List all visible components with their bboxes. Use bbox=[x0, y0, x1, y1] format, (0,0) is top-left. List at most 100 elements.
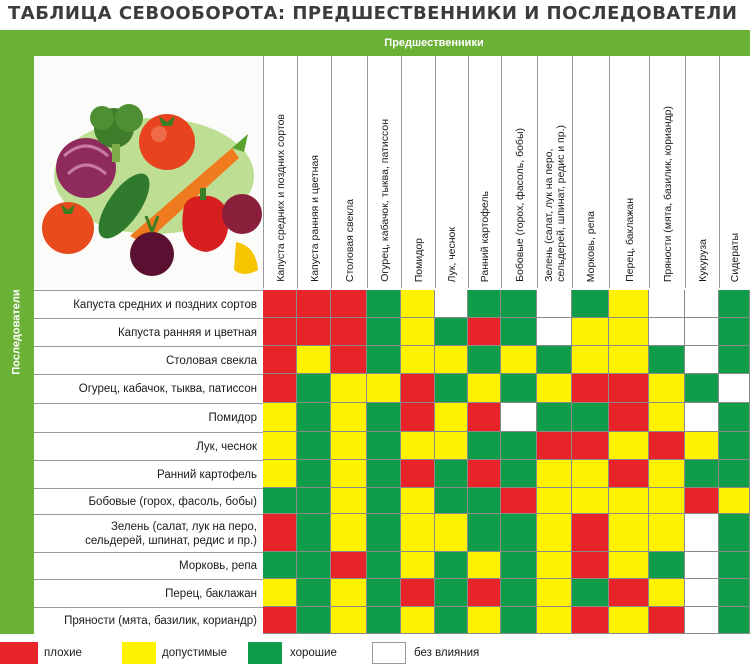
compatibility-cell bbox=[297, 460, 331, 488]
compatibility-cell bbox=[331, 432, 367, 460]
column-header-label: Кукуруза bbox=[696, 239, 709, 282]
compatibility-cell bbox=[297, 290, 331, 318]
compatibility-cell bbox=[572, 403, 609, 432]
compatibility-cell bbox=[263, 403, 297, 432]
compatibility-cell bbox=[331, 579, 367, 607]
compatibility-cell bbox=[572, 374, 609, 403]
column-header: Морковь, репа bbox=[572, 56, 609, 288]
compatibility-cell bbox=[263, 488, 297, 514]
compatibility-cell bbox=[401, 579, 435, 607]
compatibility-cell bbox=[685, 552, 719, 579]
column-header-label: Сидераты bbox=[729, 232, 741, 282]
legend-acceptable-label: допустимые bbox=[162, 647, 227, 659]
compatibility-cell bbox=[468, 374, 501, 403]
legend: плохие допустимые хорошие без влияния bbox=[0, 636, 750, 664]
row-header: Ранний картофель bbox=[34, 460, 263, 488]
compatibility-cell bbox=[501, 432, 537, 460]
column-header-label: Ранний картофель bbox=[479, 190, 491, 282]
compatibility-cell bbox=[685, 488, 719, 514]
compatibility-cell bbox=[572, 290, 609, 318]
compatibility-cell bbox=[297, 514, 331, 552]
compatibility-cell bbox=[263, 607, 297, 634]
compatibility-cell bbox=[609, 346, 649, 374]
compatibility-cell bbox=[263, 374, 297, 403]
page-title: ТАБЛИЦА СЕВООБОРОТА: ПРЕДШЕСТВЕННИКИ И П… bbox=[8, 3, 738, 24]
compatibility-cell bbox=[401, 514, 435, 552]
compatibility-cell bbox=[468, 488, 501, 514]
column-header: Перец, баклажан bbox=[609, 56, 649, 288]
compatibility-cell bbox=[468, 514, 501, 552]
compatibility-cell bbox=[367, 374, 401, 403]
legend-acceptable-swatch bbox=[122, 642, 156, 664]
compatibility-cell bbox=[649, 488, 685, 514]
compatibility-cell bbox=[719, 432, 750, 460]
column-header: Огурец, кабачок, тыква, патиссон bbox=[367, 56, 401, 288]
compatibility-cell bbox=[501, 290, 537, 318]
compatibility-cell bbox=[572, 488, 609, 514]
legend-none-label: без влияния bbox=[414, 647, 480, 659]
compatibility-cell bbox=[468, 346, 501, 374]
compatibility-cell bbox=[367, 488, 401, 514]
compatibility-cell bbox=[501, 403, 537, 432]
legend-none-swatch bbox=[372, 642, 406, 664]
predecessors-label: Предшественники bbox=[384, 37, 484, 49]
compatibility-cell bbox=[609, 432, 649, 460]
compatibility-cell bbox=[685, 514, 719, 552]
compatibility-cell bbox=[537, 460, 572, 488]
compatibility-cell bbox=[331, 346, 367, 374]
compatibility-cell bbox=[435, 579, 468, 607]
column-header-label: Лук, чеснок bbox=[446, 226, 458, 282]
row-header: Капуста средних и поздних сортов bbox=[34, 290, 263, 318]
compatibility-cell bbox=[572, 552, 609, 579]
compatibility-cell bbox=[719, 579, 750, 607]
compatibility-cell bbox=[468, 432, 501, 460]
compatibility-cell bbox=[685, 290, 719, 318]
compatibility-cell bbox=[609, 403, 649, 432]
row-header: Бобовые (горох, фасоль, бобы) bbox=[34, 488, 263, 514]
column-header: Ранний картофель bbox=[468, 56, 501, 288]
compatibility-cell bbox=[501, 514, 537, 552]
compatibility-cell bbox=[401, 460, 435, 488]
legend-bad-swatch bbox=[0, 642, 38, 664]
compatibility-cell bbox=[685, 607, 719, 634]
compatibility-cell bbox=[501, 318, 537, 346]
compatibility-cell bbox=[263, 318, 297, 346]
column-header: Капуста средних и поздних сортов bbox=[263, 56, 297, 288]
compatibility-cell bbox=[367, 290, 401, 318]
compatibility-cell bbox=[537, 346, 572, 374]
row-header: Морковь, репа bbox=[34, 552, 263, 579]
compatibility-cell bbox=[401, 403, 435, 432]
compatibility-cell bbox=[297, 552, 331, 579]
compatibility-cell bbox=[719, 552, 750, 579]
column-header-label: Огурец, кабачок, тыква, патиссон bbox=[378, 119, 391, 282]
compatibility-cell bbox=[435, 374, 468, 403]
compatibility-cell bbox=[331, 607, 367, 634]
compatibility-cell bbox=[435, 488, 468, 514]
compatibility-cell bbox=[537, 403, 572, 432]
compatibility-cell bbox=[331, 290, 367, 318]
successors-header-band: Последователи bbox=[0, 30, 34, 634]
compatibility-cell bbox=[572, 318, 609, 346]
compatibility-cell bbox=[685, 460, 719, 488]
compatibility-cell bbox=[401, 488, 435, 514]
compatibility-cell bbox=[468, 290, 501, 318]
successors-label: Последователи bbox=[11, 289, 23, 375]
compatibility-cell bbox=[609, 552, 649, 579]
compatibility-cell bbox=[435, 403, 468, 432]
compatibility-cell bbox=[719, 403, 750, 432]
compatibility-cell bbox=[649, 552, 685, 579]
compatibility-cell bbox=[297, 432, 331, 460]
compatibility-cell bbox=[297, 346, 331, 374]
compatibility-cell bbox=[572, 579, 609, 607]
compatibility-cell bbox=[401, 374, 435, 403]
compatibility-cell bbox=[367, 552, 401, 579]
compatibility-cell bbox=[719, 290, 750, 318]
column-header: Пряности (мята, базилик, кориандр) bbox=[649, 56, 685, 288]
compatibility-cell bbox=[367, 579, 401, 607]
compatibility-cell bbox=[435, 552, 468, 579]
compatibility-cell bbox=[401, 607, 435, 634]
compatibility-cell bbox=[263, 552, 297, 579]
compatibility-cell bbox=[609, 579, 649, 607]
compatibility-cell bbox=[401, 290, 435, 318]
column-header: Лук, чеснок bbox=[435, 56, 468, 288]
